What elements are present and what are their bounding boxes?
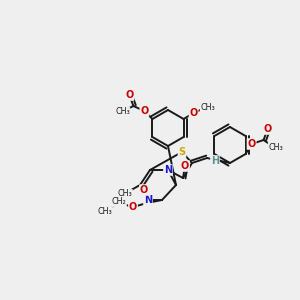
Text: CH₃: CH₃ bbox=[115, 107, 130, 116]
Text: CH₃: CH₃ bbox=[98, 206, 112, 215]
Text: O: O bbox=[140, 106, 148, 116]
Text: S: S bbox=[178, 147, 186, 157]
Text: O: O bbox=[129, 202, 137, 212]
Text: N: N bbox=[164, 165, 172, 175]
Text: O: O bbox=[190, 108, 198, 118]
Text: O: O bbox=[263, 124, 272, 134]
Text: H: H bbox=[211, 156, 219, 166]
Text: CH₃: CH₃ bbox=[118, 190, 132, 199]
Text: CH₃: CH₃ bbox=[268, 142, 283, 152]
Text: O: O bbox=[125, 90, 134, 100]
Text: O: O bbox=[140, 185, 148, 195]
Text: CH₂: CH₂ bbox=[112, 197, 126, 206]
Text: O: O bbox=[181, 161, 189, 171]
Text: O: O bbox=[248, 139, 256, 149]
Text: CH₃: CH₃ bbox=[200, 103, 215, 112]
Text: N: N bbox=[144, 195, 152, 205]
